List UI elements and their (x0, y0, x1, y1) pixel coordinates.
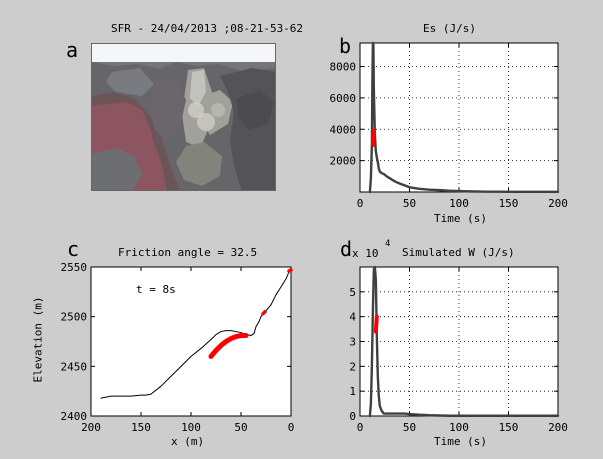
c-highlight-2 (287, 268, 293, 273)
d-ytick-label-4: 4 (349, 311, 356, 324)
photo-image (91, 43, 276, 191)
c-xtick-label-3: 50 (234, 421, 247, 434)
c-ytick-label-3: 2550 (61, 261, 88, 274)
d-xtick-label-0: 0 (357, 421, 364, 434)
c-ytick-label-2: 2500 (61, 311, 88, 324)
d-ytick-label-1: 1 (349, 385, 356, 398)
b-highlight (370, 128, 376, 147)
b-xtick-label-3: 150 (499, 197, 519, 210)
c-xtick-label-1: 150 (131, 421, 151, 434)
photo-icon (92, 44, 275, 190)
b-xtick-label-4: 200 (548, 197, 568, 210)
b-xtick-label-0: 0 (357, 197, 364, 210)
c-xtick-label-4: 0 (288, 421, 295, 434)
d-highlight (373, 314, 379, 334)
b-ytick-label-1: 4000 (330, 123, 357, 136)
d-ytick-label-3: 3 (349, 336, 356, 349)
d-xtick-label-4: 200 (548, 421, 568, 434)
b-plot-area (359, 42, 559, 193)
b-ytick-label-0: 2000 (330, 155, 357, 168)
b-series-line (368, 41, 560, 194)
c-ytick-label-1: 2450 (61, 360, 88, 373)
d-ytick-label-5: 5 (349, 286, 356, 299)
b-ytick-label-2: 6000 (330, 92, 357, 105)
c-ytick-label-0: 2400 (61, 410, 88, 423)
c-highlight-1 (261, 309, 267, 316)
c-plot-area (90, 266, 292, 417)
b-xtick-label-2: 100 (449, 197, 469, 210)
d-ytick-label-0: 0 (349, 410, 356, 423)
d-ytick-label-2: 2 (349, 360, 356, 373)
d-series-line (368, 265, 560, 418)
c-xtick-label-2: 100 (181, 421, 201, 434)
c-series-line (100, 269, 292, 399)
c-xtick-label-0: 200 (81, 421, 101, 434)
d-xtick-label-2: 100 (449, 421, 469, 434)
d-xtick-label-3: 150 (499, 421, 519, 434)
b-xtick-label-1: 50 (403, 197, 416, 210)
c-highlight-0 (208, 333, 249, 359)
b-ytick-label-3: 8000 (330, 61, 357, 74)
d-xtick-label-1: 50 (403, 421, 416, 434)
